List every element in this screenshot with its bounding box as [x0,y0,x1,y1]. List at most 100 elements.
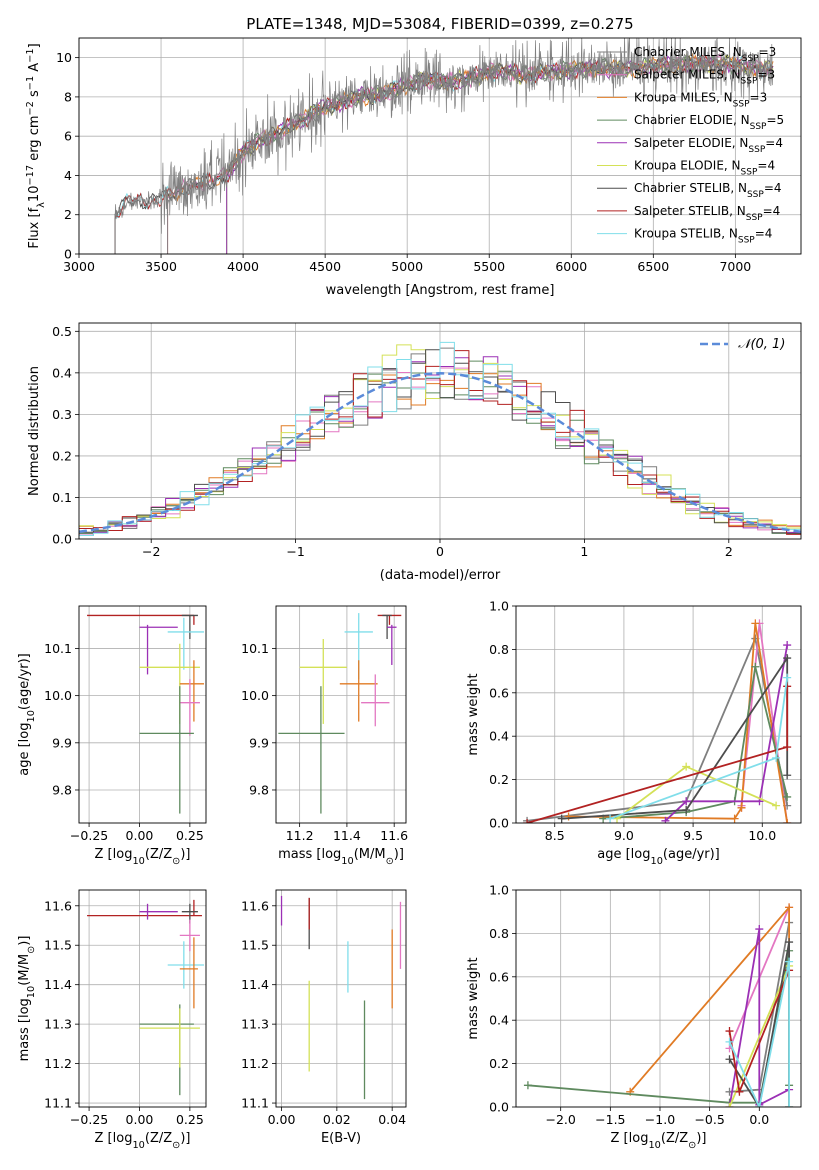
errorbar-point [181,614,198,640]
x-axis-label: wavelength [Angstrom, rest frame] [326,283,555,298]
axes-frame [78,322,802,540]
y-tick-label: 10.1 [44,641,72,656]
y-tick-label: 10 [56,50,72,65]
series-line-chabrier_elodie [527,950,790,1104]
x-axis-label: mass [log10(M/M⊙)] [278,847,404,867]
x-axis-label: E(B-V) [321,1131,361,1146]
x-tick-label: 1 [580,544,588,559]
y-tick-label: 1.0 [489,599,509,614]
legend-label: Kroupa ELODIE, NSSP=4 [634,159,775,178]
legend-label: Chabrier STELIB, NSSP=4 [634,181,782,200]
series-marker [557,814,566,823]
y-axis-label: mass weight [466,957,481,1039]
series-marker [564,812,573,821]
errorbars [87,614,204,814]
x-tick-label: 6000 [555,259,587,274]
series-marker [725,1027,734,1036]
axes-frame [78,889,207,1108]
y-tick-label: 11.2 [44,1056,72,1071]
axes-frame [515,605,802,824]
series-marker [751,662,760,671]
series-lines [523,619,792,823]
x-tick-label: 5500 [473,259,505,274]
y-tick-label: 0.8 [489,642,509,657]
series-marker [735,1087,744,1096]
series-marker [755,925,764,934]
x-tick-label: 0.25 [176,1112,204,1127]
x-tick-label: 3000 [63,259,95,274]
y-tick-label: 11.3 [241,1017,269,1032]
y-tick-label: 11.6 [241,898,269,913]
errorbar-point [139,1004,194,1096]
y-tick-label: 0.6 [489,969,509,984]
errorbar-point [299,639,347,724]
histograms [79,341,801,539]
x-tick-label: −2.0 [546,1112,576,1127]
y-tick-label: 0.1 [52,490,72,505]
y-tick-label: 9.8 [249,782,269,797]
x-tick-label: 10.0 [748,828,776,843]
y-tick-label: 8 [64,89,72,104]
x-tick-label: 0 [436,544,444,559]
model-line-salpeter_elodie [226,55,774,254]
x-tick-label: 0.04 [378,1112,406,1127]
series-line-kroupa_elodie [728,965,790,1107]
data-spectrum [114,38,774,254]
errorbar-point [139,903,178,920]
series-marker [783,641,792,650]
x-tick-label: 9.0 [614,828,634,843]
y-tick-label: 0.3 [52,407,72,422]
weight_vs_Z-panel: −2.0 −1.5 −1.0 −0.5 0.0 0.0 0.2 0.4 0.6 0.8 1.0 Z [… [466,883,802,1151]
y-tick-label: 11.1 [44,1096,72,1111]
x-axis-label: age [log10(age/yr)] [597,847,720,867]
y-axis-label: mass [log10(M/M⊙)] [17,936,37,1062]
y-axis-label: Normed distribution [27,366,42,496]
series-marker [725,1103,734,1107]
residuals-panel: −2 −1 0 1 2 0.0 0.1 0.2 0.3 0.4 0.5 𝒩(0, 1) (data-mo… [27,322,802,583]
mass_vs_Z-panel: −0.25 0.00 0.25 11.1 11.2 11.3 11.4 11.5 11.6 Z [… [17,889,207,1151]
errorbar-point [139,686,194,814]
y-axis-label: age [log10(age/yr)] [17,653,37,776]
series-marker [772,753,781,762]
axes-frame [515,889,802,1108]
series-marker [682,805,691,814]
errorbar-point [139,1008,200,1068]
y-tick-label: 11.3 [44,1017,72,1032]
y-tick-label: 9.8 [52,782,72,797]
series-marker [783,673,792,682]
axes-frame [275,605,407,824]
x-tick-label: 0.00 [268,1112,296,1127]
age_vs_mass-panel: 11.2 11.4 11.6 9.8 9.9 10.0 10.1 mass [log10(M/… [241,605,408,867]
x-tick-label: 11.4 [333,828,361,843]
series-marker [751,619,760,628]
figure-title: PLATE=1348, MJD=53084, FIBERID=0399, z=0… [246,15,633,33]
y-tick-label: 0.0 [489,816,509,831]
legend-label: Kroupa STELIB, NSSP=4 [634,227,772,246]
y-tick-label: 10.0 [44,688,72,703]
x-tick-label: 3500 [145,259,177,274]
series-marker [682,797,691,806]
y-tick-label: 1.0 [489,883,509,898]
x-tick-label: 11.6 [380,828,408,843]
x-tick-label: −2 [142,544,160,559]
legend-label: Salpeter MILES, NSSP=3 [634,68,775,87]
y-tick-label: 4 [64,168,72,183]
x-axis-label: (data-model)/error [380,568,501,583]
series-marker [785,957,794,966]
errorbar-point [179,660,204,722]
model-line-kroupa_elodie [226,53,774,254]
y-tick-label: 9.9 [52,735,72,750]
legend-label: Kroupa MILES, NSSP=3 [634,90,767,109]
errorbars [280,895,402,1100]
series-marker [730,814,739,823]
y-tick-label: 0.4 [489,1013,509,1028]
legend-label: Salpeter STELIB, NSSP=4 [634,204,780,223]
y-tick-label: 0.4 [489,729,509,744]
y-tick-label: 11.5 [241,938,269,953]
x-tick-label: −1 [286,544,304,559]
x-tick-label: 4500 [309,259,341,274]
series-marker [682,762,691,771]
series-marker [737,803,746,812]
x-tick-label: 0.00 [126,828,154,843]
